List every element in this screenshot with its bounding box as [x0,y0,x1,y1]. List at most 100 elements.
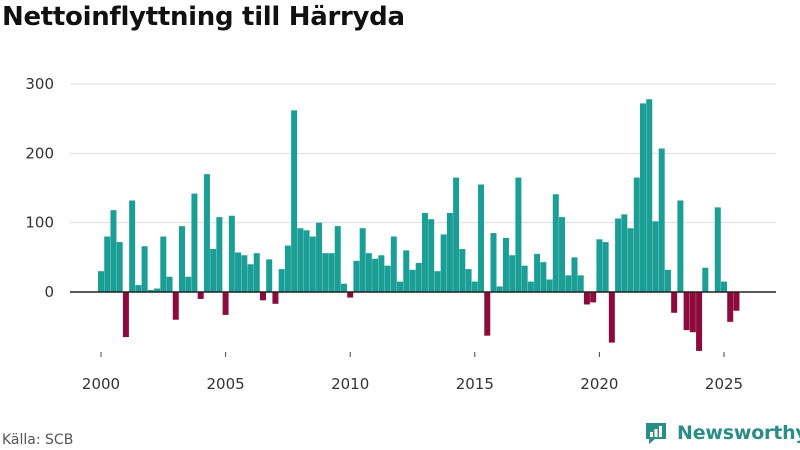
bars [98,99,740,351]
bar [259,292,266,301]
newsworthy-logo-text: Newsworthy [677,422,800,444]
bar [160,236,167,292]
bar [228,215,235,292]
bar [546,279,553,292]
bar [403,250,410,292]
bar [615,218,622,292]
bar [110,210,117,292]
bar [272,292,279,304]
bar [278,269,285,292]
bar [702,267,709,292]
bar [297,228,304,292]
bar [222,292,229,315]
bar [384,265,391,292]
bar [608,292,615,343]
bar [640,103,647,292]
x-tick-label: 2015 [456,375,494,393]
bar [353,260,360,292]
bar [397,281,404,292]
bar [633,177,640,292]
bar [465,269,472,292]
bar [502,237,509,292]
bar [334,226,341,292]
bar [590,292,597,303]
bar [428,219,435,292]
bar [415,262,422,292]
bar [135,285,142,292]
bar [621,214,628,292]
bar [565,275,572,292]
bar [284,245,291,292]
bar [309,236,316,292]
bar [496,286,503,292]
bar [602,242,609,292]
bar [571,257,578,292]
chart-title: Nettoinflyttning till Härryda [2,2,405,32]
x-tick-label: 2020 [580,375,618,393]
bar [515,177,522,292]
bar [596,239,603,292]
bar [303,230,310,292]
bar [347,292,354,298]
bar [583,292,590,305]
y-tick-label: 0 [44,283,54,301]
bar [178,226,185,292]
bar [671,292,678,313]
axes: 0 100 200 300 2000 2005 2010 2015 2020 2025 [25,75,776,393]
bar [409,269,416,292]
bar [478,184,485,292]
bar [172,292,179,320]
bar [266,259,273,292]
bar [235,252,242,292]
newsworthy-logo[interactable]: Newsworthy [643,420,800,446]
bar [147,289,154,292]
x-tick-label: 2005 [207,375,245,393]
bar [689,292,696,333]
bar [104,236,111,292]
bar [390,236,397,292]
bar [714,207,721,292]
bar [471,281,478,292]
bar [328,253,335,292]
bar [378,255,385,292]
bar [203,174,210,292]
grid-lines [70,83,776,224]
bar [210,249,217,292]
x-tick-label: 2010 [331,375,369,393]
bar [727,292,734,322]
bar [534,253,541,292]
y-tick-label: 100 [25,214,54,232]
bar [552,194,559,292]
bar [322,253,329,292]
bar [247,264,254,292]
bar [646,99,653,292]
bar [521,265,528,292]
source-note: Källa: SCB [2,432,74,448]
bar [527,281,534,292]
bar [683,292,690,331]
bar [696,292,703,351]
bar [197,292,204,299]
bar [359,228,366,292]
bar [484,292,491,336]
bar [677,200,684,292]
bar [509,255,516,292]
bar [340,283,347,292]
bar [721,281,727,292]
bar [116,242,123,292]
bar [185,276,192,292]
bar [540,262,547,292]
bar [372,258,379,292]
bar [652,221,659,292]
bar [490,233,497,292]
bar [421,212,428,292]
bar [241,255,248,292]
x-tick-label: 2025 [705,375,743,393]
bar [253,253,260,292]
newsworthy-logo-icon [646,423,666,444]
bar [122,292,129,338]
bar [216,217,223,292]
bar [577,275,584,292]
bar [446,212,453,292]
